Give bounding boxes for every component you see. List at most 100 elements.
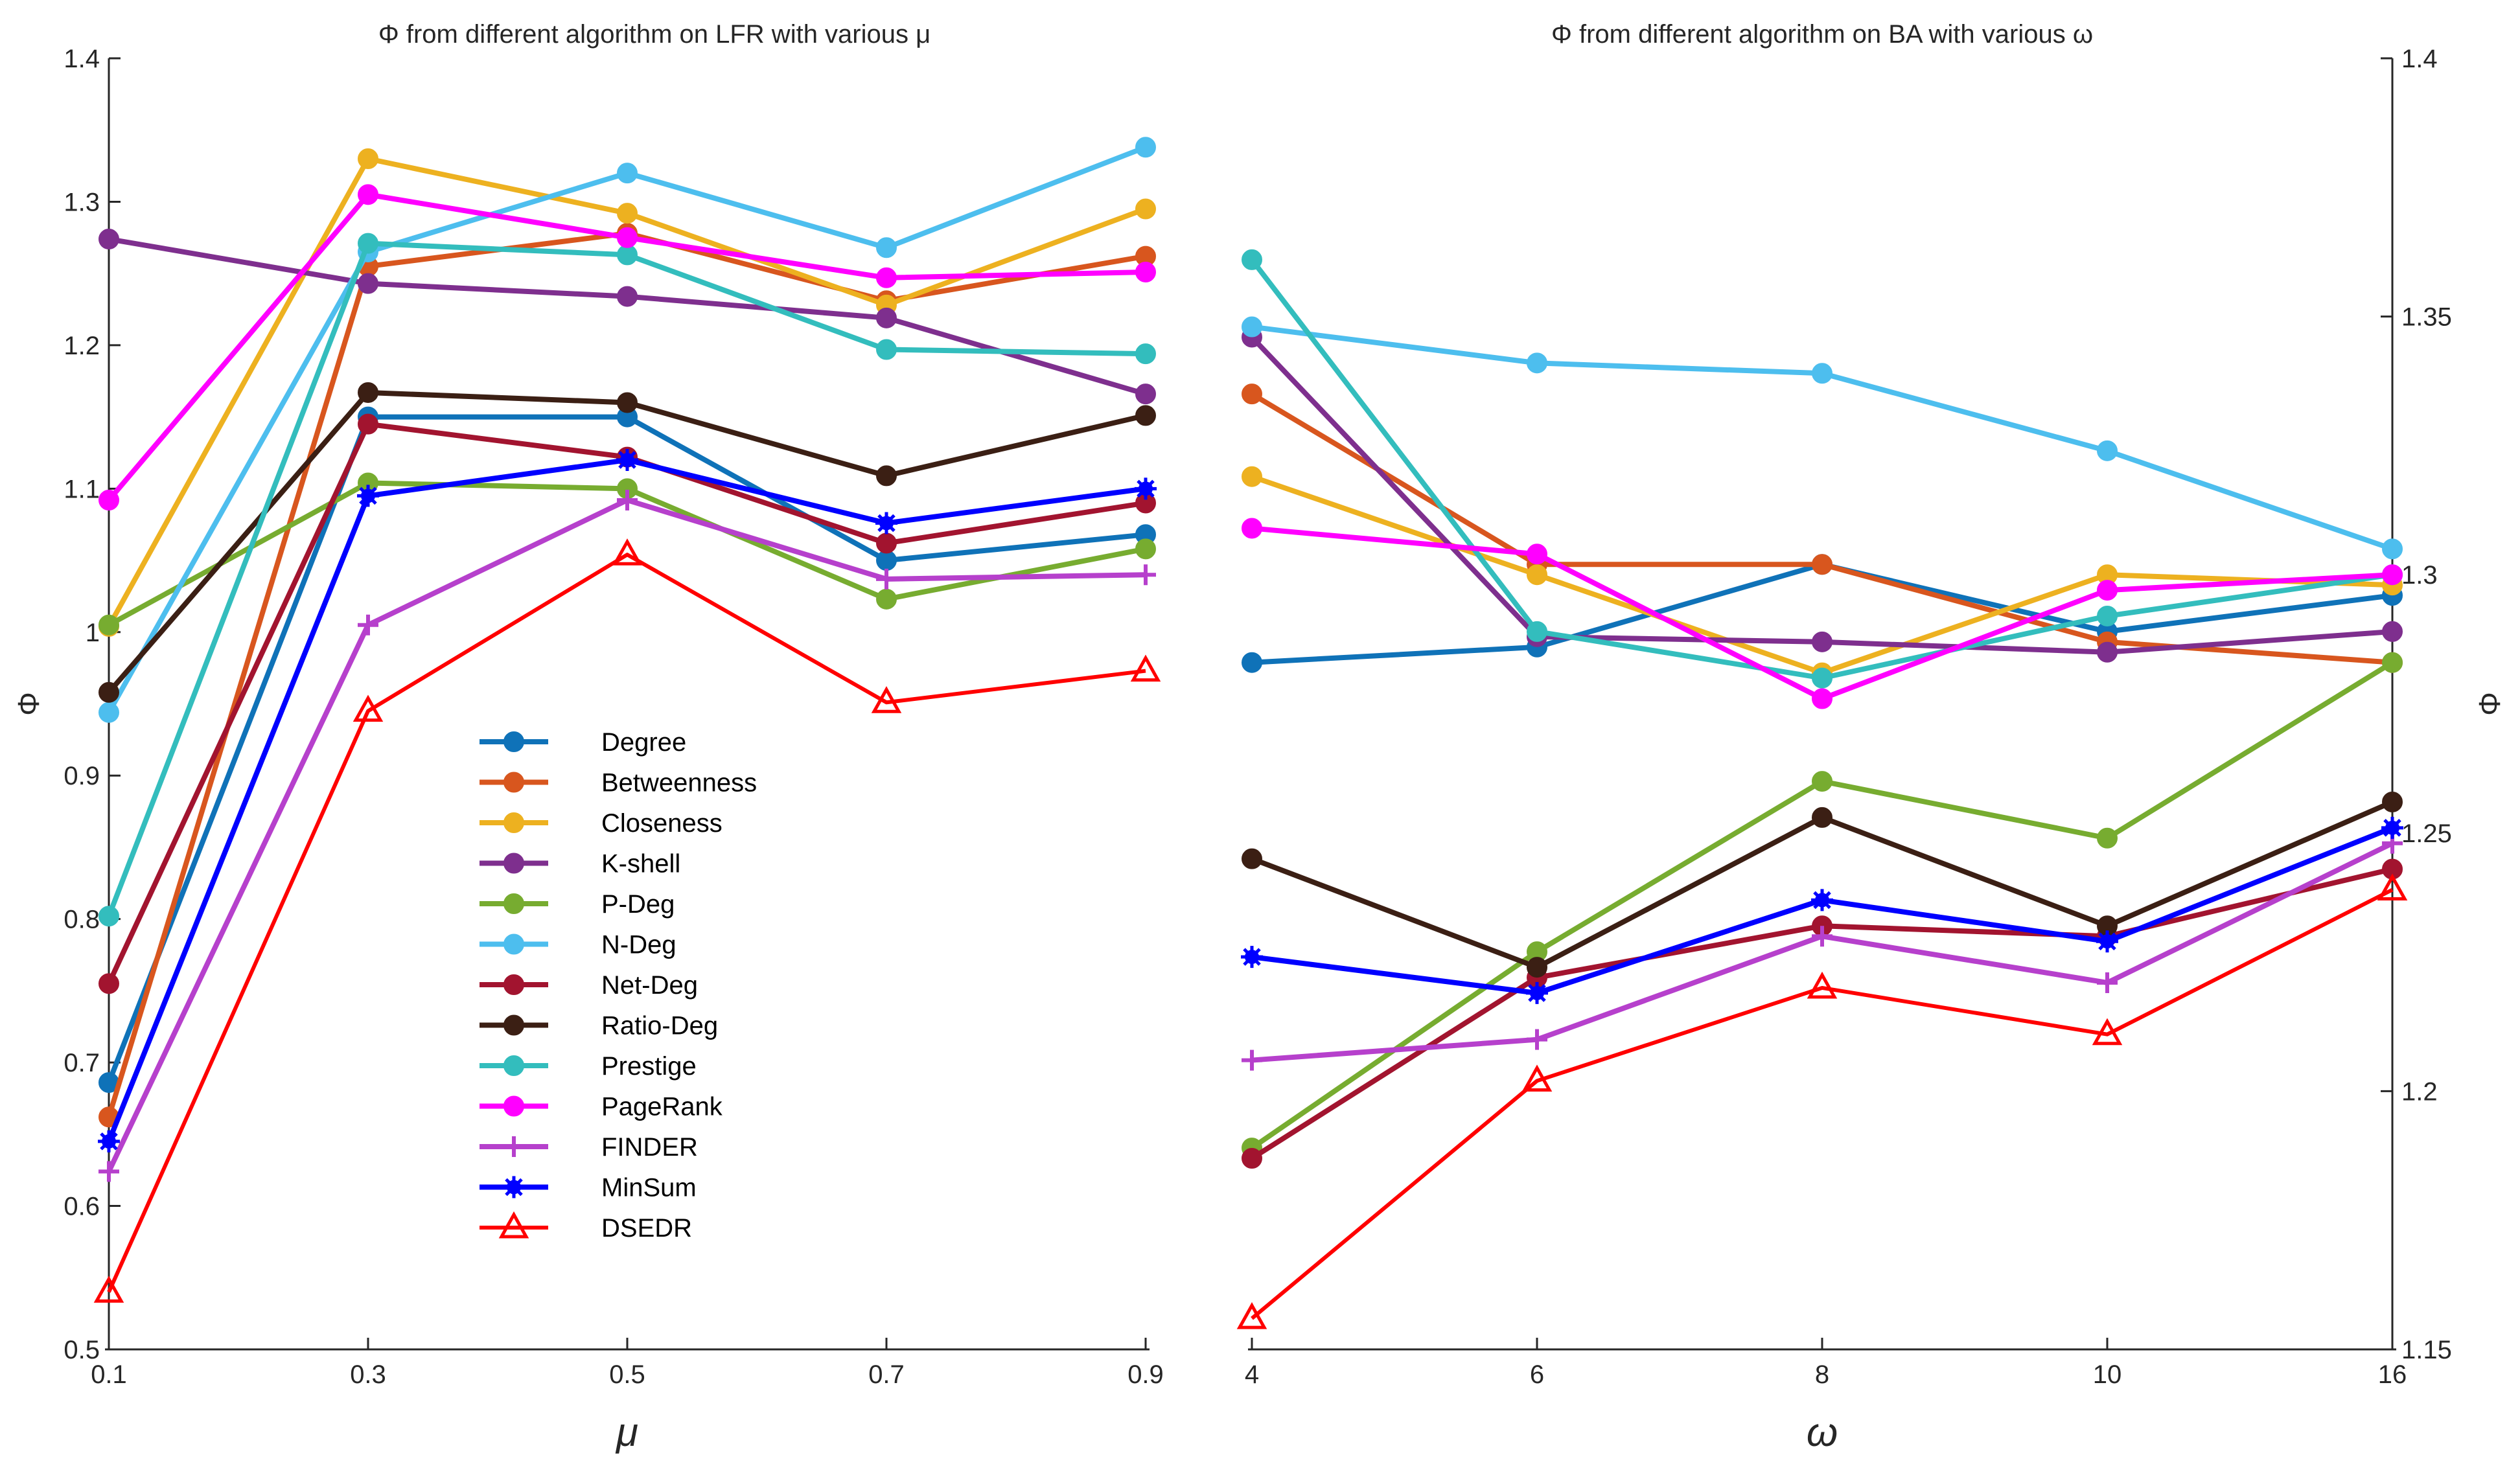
- lfr-point-dsedr: [93, 1276, 124, 1303]
- ba-point-minsum-rays: [1811, 889, 1833, 911]
- legend-entry-degree: Degree: [480, 728, 686, 757]
- lfr-point-minsum: [357, 485, 379, 507]
- lfr-x-tick-label: 0.1: [91, 1360, 127, 1389]
- legend-entry-p-deg: P-Deg: [480, 890, 675, 919]
- legend-entry-betweenness: Betweenness: [480, 769, 757, 797]
- lfr-point-net-deg: [358, 413, 378, 435]
- legend-entry-ratio-deg: Ratio-Deg: [480, 1012, 718, 1040]
- lfr-series-degree: [98, 406, 1156, 1094]
- ba-point-minsum-rays: [2381, 816, 2403, 839]
- lfr-point-minsum-rays: [1135, 477, 1157, 500]
- legend-entry-k-shell: K-shell: [480, 850, 680, 878]
- lfr-point-minsum: [1135, 477, 1157, 500]
- ba-y-label: Φ: [2473, 692, 2506, 716]
- legend-entry-closeness: Closeness: [480, 809, 722, 838]
- ba-point-n-deg: [2097, 440, 2118, 461]
- ba-point-n-deg: [1812, 363, 1832, 384]
- lfr-point-finder: [617, 490, 638, 511]
- lfr-point-prestige: [1135, 343, 1156, 365]
- ba-title: Φ from different algorithm on BA with va…: [1551, 20, 2093, 49]
- ba-y-tick-label: 1.15: [2401, 1336, 2452, 1364]
- lfr-point-k-shell: [358, 273, 378, 294]
- lfr-point-finder: [1135, 564, 1156, 586]
- lfr-series-p-deg: [98, 472, 1156, 636]
- ba-point-finder: [2097, 972, 2118, 993]
- ba-point-p-deg: [1812, 771, 1832, 792]
- legend-label-prestige: Prestige: [601, 1052, 697, 1081]
- ba-point-degree: [1242, 652, 1262, 673]
- lfr-point-p-deg: [1135, 538, 1156, 560]
- ba-point-finder: [1812, 926, 1832, 947]
- ba-point-k-shell: [2097, 641, 2118, 663]
- ba-point-minsum: [1811, 889, 1833, 911]
- legend-marker-closeness: [503, 812, 524, 833]
- ba-x-tick-label: 4: [1245, 1360, 1259, 1389]
- legend-entry-dsedr: DSEDR: [480, 1211, 692, 1243]
- ba-x-tick-label: 16: [2378, 1360, 2407, 1389]
- lfr-point-net-deg: [98, 973, 119, 994]
- ba-point-dsedr: [2092, 1018, 2123, 1046]
- lfr-point-degree: [876, 550, 897, 571]
- lfr-point-n-deg: [617, 163, 638, 184]
- ba-line-betweenness: [1250, 391, 2393, 665]
- lfr-x-tick-label: 0.9: [1127, 1360, 1164, 1389]
- lfr-point-dsedr: [1130, 654, 1161, 682]
- legend-label-k-shell: K-shell: [601, 850, 680, 878]
- legend-entry-pagerank: PageRank: [480, 1093, 723, 1121]
- legend-marker-dsedr: [498, 1211, 529, 1239]
- lfr-point-k-shell: [617, 286, 638, 307]
- lfr-point-net-deg: [876, 533, 897, 554]
- lfr-point-k-shell: [1135, 384, 1156, 405]
- ba-point-ratio-deg: [1812, 807, 1832, 828]
- lfr-series-minsum: [98, 449, 1157, 1152]
- lfr-y-tick-label: 0.6: [64, 1193, 100, 1221]
- lfr-x-tick-label: 0.3: [350, 1360, 386, 1389]
- lfr-point-closeness: [358, 148, 378, 170]
- legend-label-minsum: MinSum: [601, 1174, 697, 1202]
- legend-entry-net-deg: Net-Deg: [480, 971, 698, 1000]
- lfr-point-pagerank: [876, 267, 897, 288]
- lfr-point-finder: [358, 614, 378, 636]
- lfr-series-pagerank: [98, 184, 1156, 511]
- lfr-y-tick-label: 1.1: [64, 475, 100, 503]
- ba-line-net-deg: [1250, 866, 2393, 1161]
- lfr-point-ratio-deg: [617, 392, 638, 413]
- ba-point-pagerank: [1242, 518, 1262, 539]
- lfr-x-tick-label: 0.5: [609, 1360, 645, 1389]
- legend-marker-k-shell: [503, 853, 524, 874]
- lfr-point-closeness: [1135, 198, 1156, 220]
- ba-point-betweenness: [1242, 384, 1262, 405]
- lfr-point-minsum-rays: [98, 1130, 120, 1152]
- legend-marker-p-deg: [503, 893, 524, 914]
- ba-series-dsedr: [1236, 873, 2408, 1329]
- lfr-point-k-shell: [876, 307, 897, 328]
- ba-point-p-deg: [2382, 652, 2403, 673]
- lfr-series-finder: [98, 490, 1156, 1182]
- ba-series-ratio-deg: [1242, 791, 2403, 978]
- lfr-point-n-deg: [98, 702, 119, 723]
- legend-label-degree: Degree: [601, 728, 686, 757]
- legend-marker-n-deg: [503, 933, 524, 955]
- ba-point-minsum: [1526, 981, 1548, 1004]
- lfr-point-prestige: [876, 339, 897, 360]
- ba-series-pagerank: [1242, 518, 2403, 709]
- legend-label-pagerank: PageRank: [601, 1093, 723, 1121]
- lfr-y-tick-label: 0.7: [64, 1049, 100, 1077]
- lfr-point-minsum-rays: [875, 512, 897, 534]
- ba-y-tick-label: 1.4: [2401, 45, 2438, 73]
- ba-x-label: ω: [1807, 1410, 1838, 1455]
- ba-point-pagerank: [2382, 564, 2403, 586]
- ba-point-prestige: [2097, 605, 2118, 626]
- ba-point-minsum-rays: [2096, 930, 2118, 953]
- lfr-y-tick-label: 0.5: [64, 1336, 100, 1364]
- lfr-point-pagerank: [617, 227, 638, 248]
- lfr-y-tick-label: 1.4: [64, 45, 100, 73]
- legend-marker-net-deg: [503, 974, 524, 995]
- ba-point-dsedr: [2377, 873, 2408, 900]
- ba-point-k-shell: [1812, 631, 1832, 652]
- ba-point-minsum: [1241, 946, 1263, 968]
- ba-point-prestige: [1527, 621, 1547, 642]
- lfr-point-n-deg: [1135, 137, 1156, 158]
- lfr-point-minsum: [875, 512, 897, 534]
- ba-series-betweenness: [1242, 384, 2403, 673]
